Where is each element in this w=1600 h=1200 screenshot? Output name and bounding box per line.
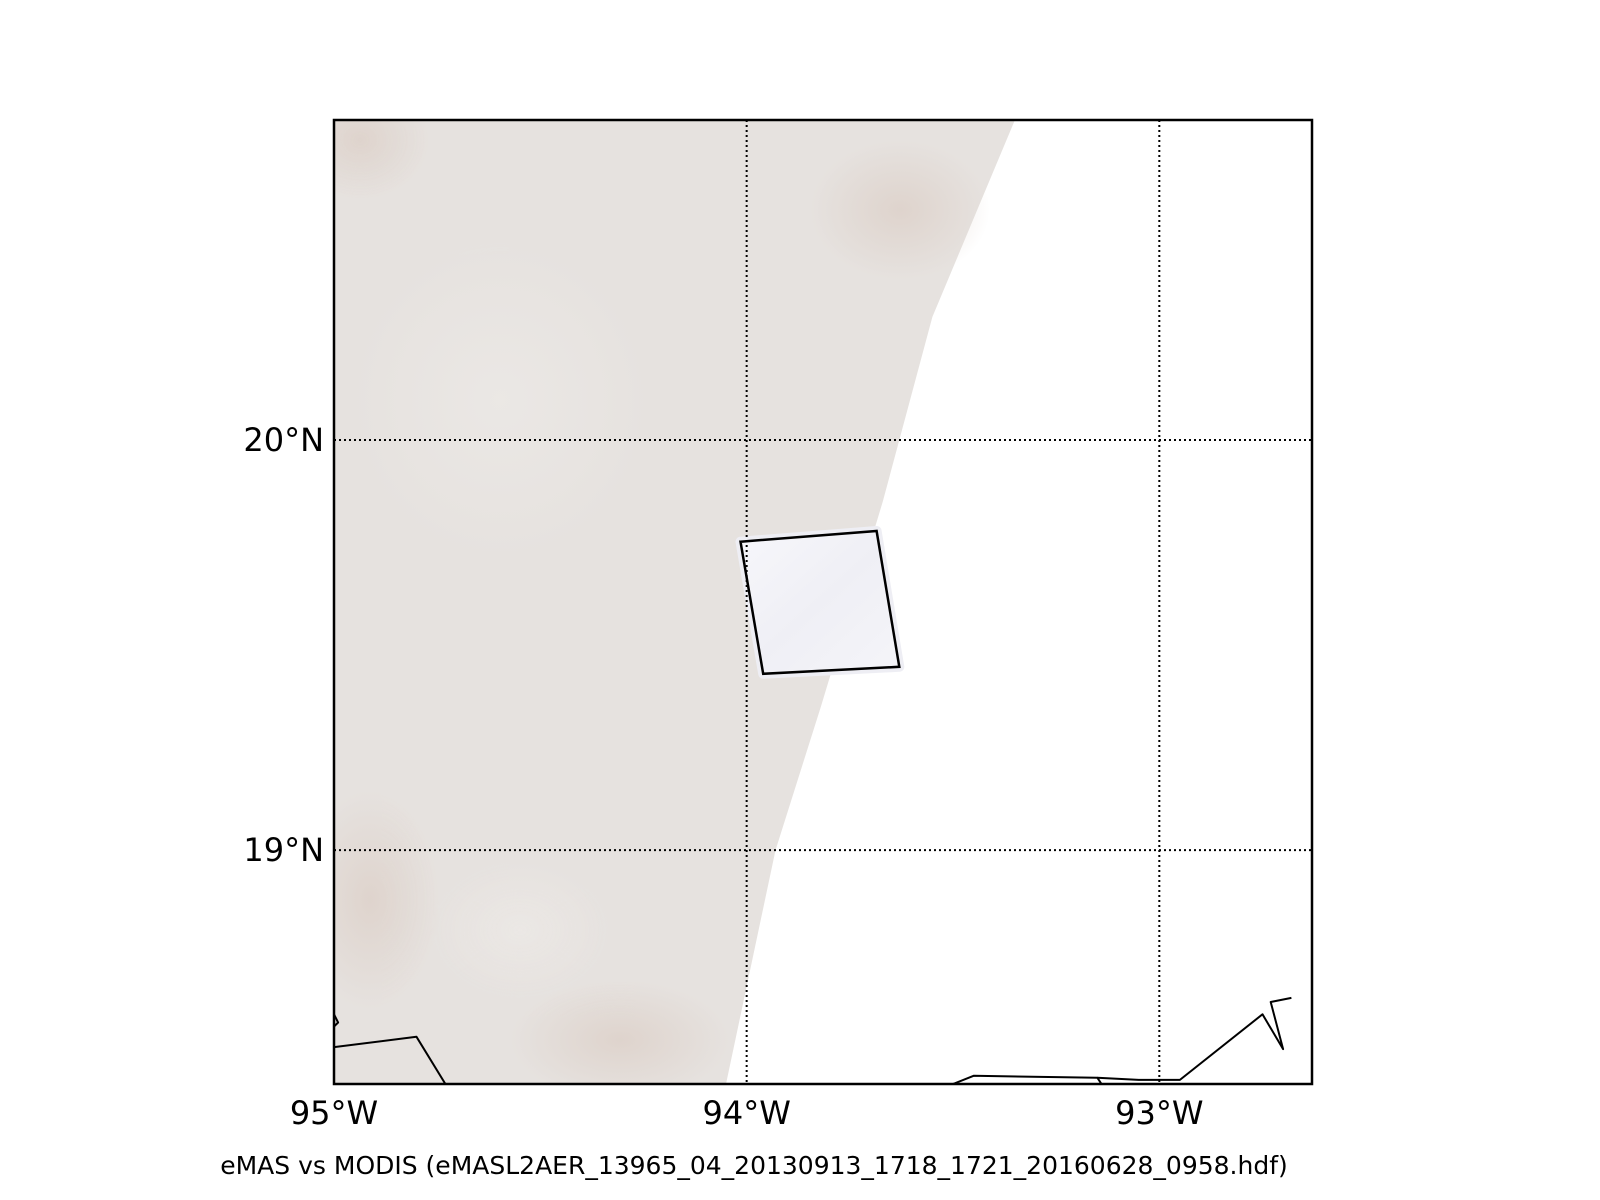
coastline bbox=[1097, 996, 1292, 1081]
swath-shading bbox=[350, 240, 650, 560]
parallel-labels: 20°N 19°N bbox=[243, 421, 324, 869]
figure-caption: eMAS vs MODIS (eMASL2AER_13965_04_201309… bbox=[220, 1151, 1288, 1180]
meridian-label: 95°W bbox=[290, 1094, 378, 1132]
map-area bbox=[334, 120, 1312, 1084]
parallel-gridlines bbox=[334, 438, 1312, 852]
meridian-gridlines bbox=[334, 120, 1161, 1084]
emas-granule-image bbox=[740, 531, 900, 674]
coastline bbox=[334, 1013, 340, 1028]
swath-shading bbox=[510, 980, 730, 1084]
swath-texture bbox=[334, 120, 990, 1084]
coastline bbox=[952, 1074, 1103, 1084]
meridian-label: 93°W bbox=[1115, 1094, 1203, 1132]
emas-granule-outline bbox=[739, 529, 901, 676]
meridian-label: 94°W bbox=[702, 1094, 790, 1132]
swath-shading bbox=[334, 120, 430, 200]
map-frame bbox=[332, 118, 1314, 1086]
swath-shading bbox=[810, 140, 990, 280]
swath-shading bbox=[334, 790, 440, 1010]
parallel-label: 20°N bbox=[243, 421, 324, 459]
meridian-labels: 95°W 94°W 93°W bbox=[290, 1094, 1204, 1132]
coastlines bbox=[334, 996, 1292, 1084]
coastline bbox=[334, 1035, 447, 1084]
parallel-label: 19°N bbox=[243, 831, 324, 869]
swath-shading bbox=[430, 860, 610, 1000]
